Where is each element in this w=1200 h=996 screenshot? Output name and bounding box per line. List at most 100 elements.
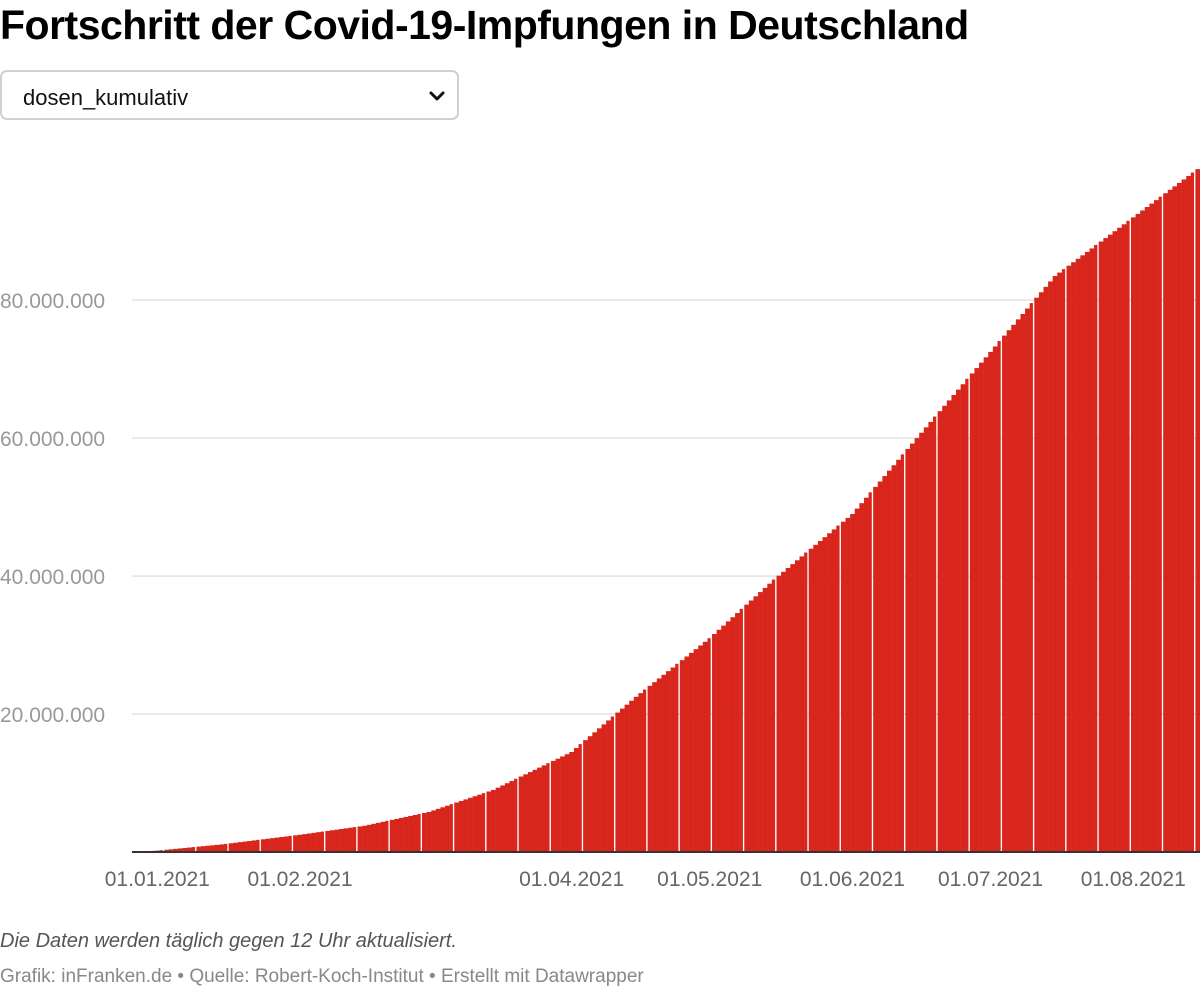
bar	[610, 716, 615, 852]
bar	[191, 847, 196, 852]
bar	[279, 837, 285, 852]
y-tick-label: 40.000.000	[0, 566, 105, 589]
bar	[785, 567, 791, 852]
bar	[569, 751, 575, 852]
bar	[721, 625, 727, 852]
bar	[555, 758, 561, 852]
bar	[463, 799, 469, 852]
bar	[316, 832, 321, 852]
bar	[647, 685, 653, 852]
bar	[573, 748, 579, 852]
bar	[877, 481, 883, 852]
bar	[458, 800, 464, 852]
bar	[1057, 272, 1063, 852]
bar	[624, 704, 630, 852]
bar	[1195, 169, 1200, 852]
bar	[352, 827, 357, 852]
series-dropdown[interactable]: dosen_kumulativ	[0, 70, 459, 120]
y-tick-label: 60.000.000	[0, 428, 105, 451]
bar	[1006, 330, 1012, 853]
bar	[817, 540, 823, 852]
bar	[661, 674, 667, 852]
bar	[514, 778, 518, 852]
bar	[1084, 251, 1090, 852]
bar	[583, 740, 588, 852]
bar	[693, 649, 699, 852]
bar	[334, 829, 340, 852]
bar	[896, 459, 902, 852]
bar	[974, 368, 980, 852]
bar	[1172, 186, 1178, 853]
bar	[247, 841, 252, 852]
bar	[260, 839, 266, 852]
bar	[679, 660, 685, 852]
bar	[670, 667, 676, 852]
bar	[979, 362, 984, 852]
bar	[1052, 276, 1058, 852]
bar	[1158, 196, 1162, 853]
bar	[937, 411, 943, 852]
bar	[748, 600, 754, 852]
bar	[242, 841, 248, 852]
bar	[1038, 292, 1044, 852]
bar	[652, 682, 658, 852]
bar	[988, 351, 994, 852]
bar	[942, 405, 948, 852]
bar	[1130, 217, 1136, 852]
bar	[357, 826, 363, 852]
bar	[606, 720, 612, 852]
update-note: Die Daten werden täglich gegen 12 Uhr ak…	[0, 930, 457, 952]
bar	[440, 807, 446, 852]
bar	[638, 693, 644, 852]
bar	[325, 830, 331, 852]
bar	[537, 767, 542, 852]
bar	[1061, 269, 1066, 852]
bar	[343, 828, 349, 852]
bar	[210, 845, 216, 852]
bar	[403, 816, 409, 852]
bar	[675, 663, 679, 852]
bar	[840, 521, 846, 852]
bar	[274, 837, 280, 852]
chart-title: Fortschritt der Covid-19-Impfungen in De…	[0, 2, 969, 48]
bar-chart: 20.000.000 40.000.000 60.000.000 80.000.000…	[0, 169, 1200, 891]
bar	[500, 785, 506, 852]
bar	[730, 617, 736, 852]
bar	[1002, 335, 1007, 852]
bar	[472, 796, 478, 852]
bar	[863, 497, 869, 852]
dropdown-selected-value: dosen_kumulativ	[23, 85, 189, 110]
bar	[283, 836, 289, 852]
x-tick-label: 01.01.2021	[105, 868, 210, 891]
bar	[320, 831, 324, 852]
bar	[477, 794, 483, 852]
bar	[799, 556, 805, 852]
bar	[1167, 189, 1173, 853]
bar	[339, 828, 345, 852]
bar	[1121, 224, 1127, 852]
bar	[689, 652, 694, 852]
bar	[389, 819, 395, 852]
bar	[564, 754, 570, 852]
bar	[1066, 265, 1072, 852]
bar	[468, 797, 473, 852]
bar	[426, 811, 432, 852]
bar	[702, 641, 708, 852]
bar	[928, 421, 934, 852]
bar	[431, 810, 437, 852]
bar	[1153, 200, 1159, 853]
bar	[481, 793, 486, 852]
bar	[845, 517, 851, 852]
bar	[509, 780, 515, 852]
bar	[1011, 324, 1017, 852]
bar	[385, 820, 389, 852]
bar	[619, 708, 625, 852]
bar	[859, 503, 865, 852]
bar	[854, 508, 860, 852]
bar	[827, 533, 832, 852]
bar	[219, 844, 225, 852]
bar	[1144, 207, 1150, 852]
bar	[546, 763, 550, 852]
bar	[956, 389, 961, 852]
bar	[1190, 172, 1195, 852]
